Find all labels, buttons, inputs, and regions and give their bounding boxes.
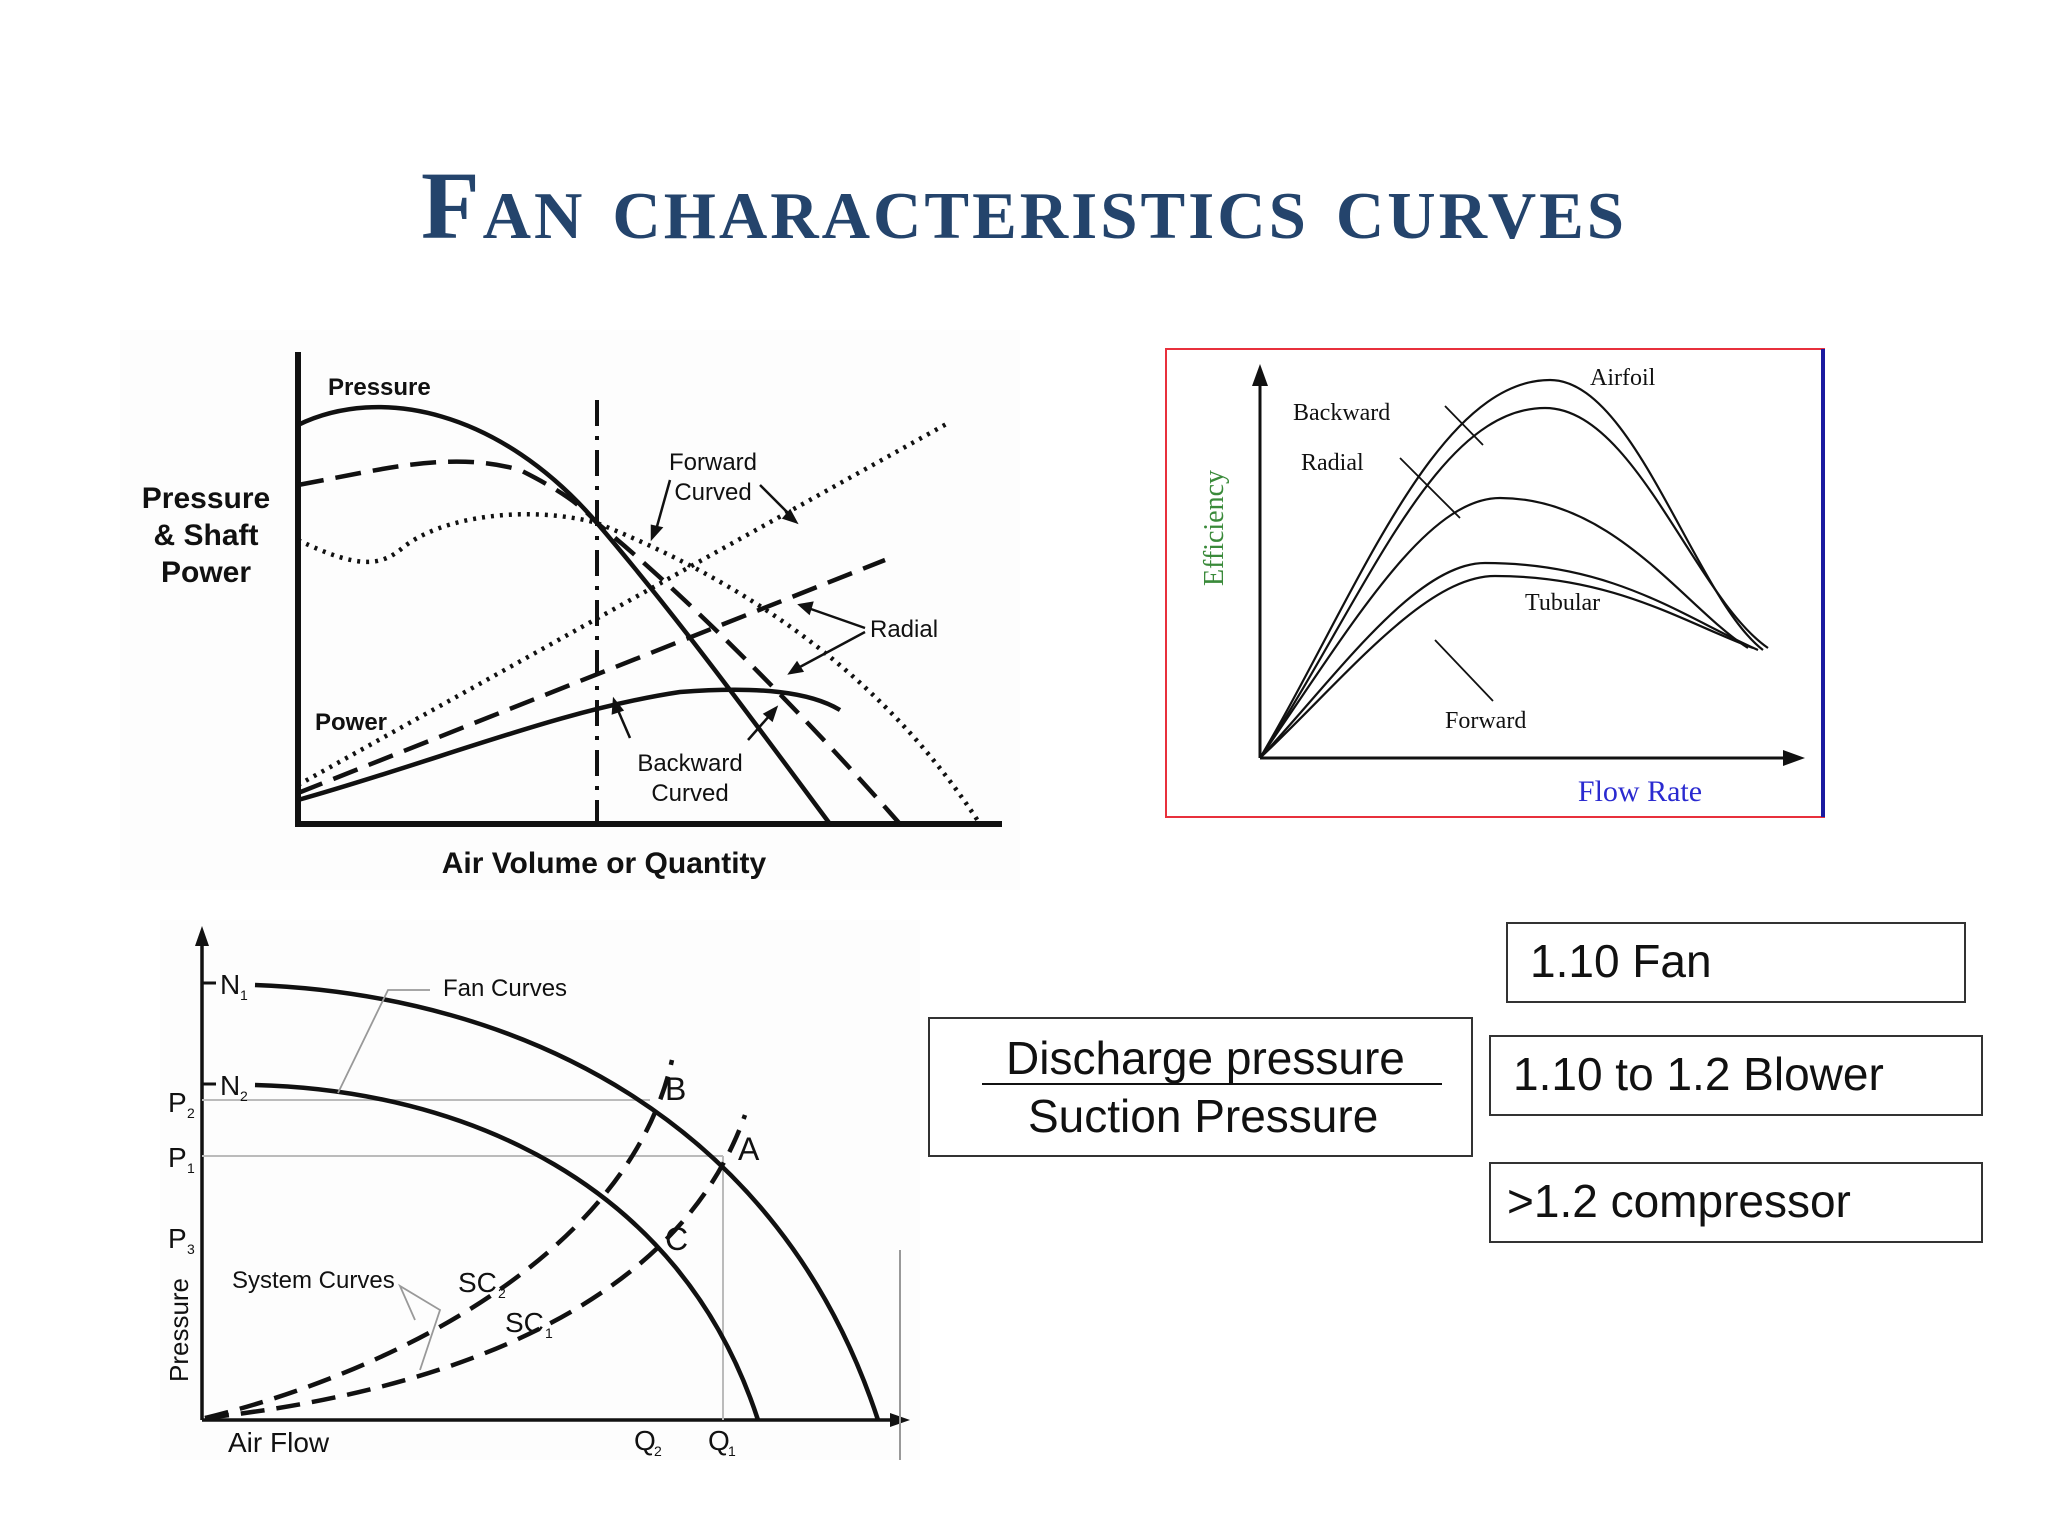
fan-types-pressure-power-diagram: Pressure & Shaft Power Air Volume or Qua… <box>120 330 1020 890</box>
fan-range-text: 1.10 Fan <box>1530 935 1712 987</box>
fig1-forward-pressure-curve <box>297 511 982 826</box>
fig2-x-axis-arrow <box>1783 750 1805 766</box>
fig3-p1-subscript: 1 <box>187 1160 195 1176</box>
fig2-radial-curve <box>1259 496 1749 759</box>
pressure-ratio-box: Discharge pressure Suction Pressure <box>928 1017 1473 1157</box>
fig2-backward-curve <box>1259 406 1769 759</box>
fig3-speed-label-n2: N 2 <box>220 1070 248 1104</box>
fig3-y-axis-label: Pressure <box>164 1278 194 1382</box>
fig2-forward-curve <box>1259 574 1754 759</box>
fig3-fan-curve-n2 <box>254 1082 761 1421</box>
blower-range-box: 1.10 to 1.2 Blower <box>1489 1035 1983 1116</box>
ratio-numerator: Discharge pressure <box>1006 1032 1405 1084</box>
fig3-speed-label-n1: N 1 <box>220 969 248 1003</box>
fig2-forward-label: Forward <box>1445 708 1526 734</box>
fig2-border <box>1165 348 1825 818</box>
fig3-x-axis-label: Air Flow <box>228 1427 330 1458</box>
fig3-point-c-label: C <box>665 1221 688 1257</box>
fig3-sc2-subscript: 2 <box>498 1285 506 1301</box>
fig3-pressure-label-p3: P 3 <box>168 1223 195 1257</box>
compressor-range-text: >1.2 compressor <box>1507 1175 1851 1227</box>
fig1-radial-label: Radial <box>870 616 938 643</box>
fig3-system-curve-label-sc1: SC 1 <box>505 1307 553 1341</box>
fig3-q1-letter: Q <box>708 1425 730 1456</box>
ratio-denominator: Suction Pressure <box>1028 1090 1379 1142</box>
fig3-sc2-letters: SC <box>458 1267 497 1298</box>
fig3-system-curve-label-sc2: SC 2 <box>458 1267 506 1301</box>
fig1-pressure-label: Pressure <box>328 374 431 401</box>
fig1-forward-power-curve <box>296 420 952 787</box>
fig3-system-curves-label: System Curves <box>232 1267 395 1294</box>
fan-system-curves-diagram: Fan Curves System Curves Pressure Air Fl… <box>160 920 920 1460</box>
compressor-range-box: >1.2 compressor <box>1489 1162 1983 1243</box>
fig1-x-axis-label: Air Volume or Quantity <box>442 847 767 880</box>
fig3-flow-label-q1: Q 1 <box>708 1425 736 1459</box>
fig1-power-label: Power <box>315 709 387 736</box>
fig1-backward-label-line1: Backward <box>637 750 742 777</box>
ratio-fraction-bar <box>982 1083 1442 1085</box>
blower-range-text: 1.10 to 1.2 Blower <box>1513 1048 1884 1100</box>
fan-range-box: 1.10 Fan <box>1506 922 1966 1003</box>
fig2-x-axis-label: Flow Rate <box>1578 775 1702 808</box>
fig2-airfoil-label: Airfoil <box>1590 365 1656 391</box>
slide-title: Fan characteristics curves <box>420 152 1628 259</box>
fig3-p3-subscript: 3 <box>187 1241 195 1257</box>
fig1-backward-label-line2: Curved <box>651 780 728 807</box>
fig2-airfoil-curve <box>1259 378 1764 759</box>
fig1-y-label-line1: Pressure <box>142 482 270 515</box>
fig2-y-axis-arrow <box>1252 364 1268 386</box>
fig3-n1-letter: N <box>220 969 240 1000</box>
fig1-y-label-line2: & Shaft <box>154 519 259 552</box>
fig3-n1-subscript: 1 <box>240 987 248 1003</box>
fig3-pressure-label-p1: P 1 <box>168 1142 195 1176</box>
fan-efficiency-diagram: Airfoil Backward Radial Tubular Forward … <box>1165 348 1825 818</box>
fig3-system-curve-sc2 <box>204 1059 675 1421</box>
fig3-y-axis-arrow <box>195 926 209 946</box>
fig3-n2-subscript: 2 <box>240 1088 248 1104</box>
fig3-sc1-subscript: 1 <box>545 1325 553 1341</box>
fig3-point-a-label: A <box>738 1131 760 1167</box>
fig3-p2-subscript: 2 <box>187 1105 195 1121</box>
fig3-pressure-label-p2: P 2 <box>168 1087 195 1121</box>
fig3-point-b-label: B <box>665 1071 686 1107</box>
fig3-fan-curve-n1 <box>254 982 881 1421</box>
fig3-q2-subscript: 2 <box>654 1443 662 1459</box>
fig3-p3-letter: P <box>168 1223 187 1254</box>
fig3-flow-label-q2: Q 2 <box>634 1425 662 1459</box>
fig2-backward-label: Backward <box>1293 400 1390 426</box>
fig2-y-axis-label: Efficiency <box>1199 470 1230 586</box>
fig3-p1-letter: P <box>168 1142 187 1173</box>
fig2-tubular-label: Tubular <box>1525 590 1600 616</box>
fig1-forward-label-line1: Forward <box>669 449 757 476</box>
fig1-radial-pressure-curve <box>297 459 902 826</box>
fig1-forward-label-line2: Curved <box>674 479 751 506</box>
fig3-sc1-letters: SC <box>505 1307 544 1338</box>
fig1-y-label-line3: Power <box>161 556 251 589</box>
fig1-y-axis-label: Pressure & Shaft Power <box>142 482 270 589</box>
fig1-backward-power-curve <box>297 687 842 803</box>
fig3-q2-letter: Q <box>634 1425 656 1456</box>
fig2-radial-label: Radial <box>1301 450 1364 476</box>
fig2-tubular-curve <box>1259 561 1759 759</box>
fig1-radial-power-curve <box>297 557 886 796</box>
fig3-n2-letter: N <box>220 1070 240 1101</box>
fig3-p2-letter: P <box>168 1087 187 1118</box>
fig3-fan-curves-label: Fan Curves <box>443 975 567 1002</box>
fig3-q1-subscript: 1 <box>728 1443 736 1459</box>
